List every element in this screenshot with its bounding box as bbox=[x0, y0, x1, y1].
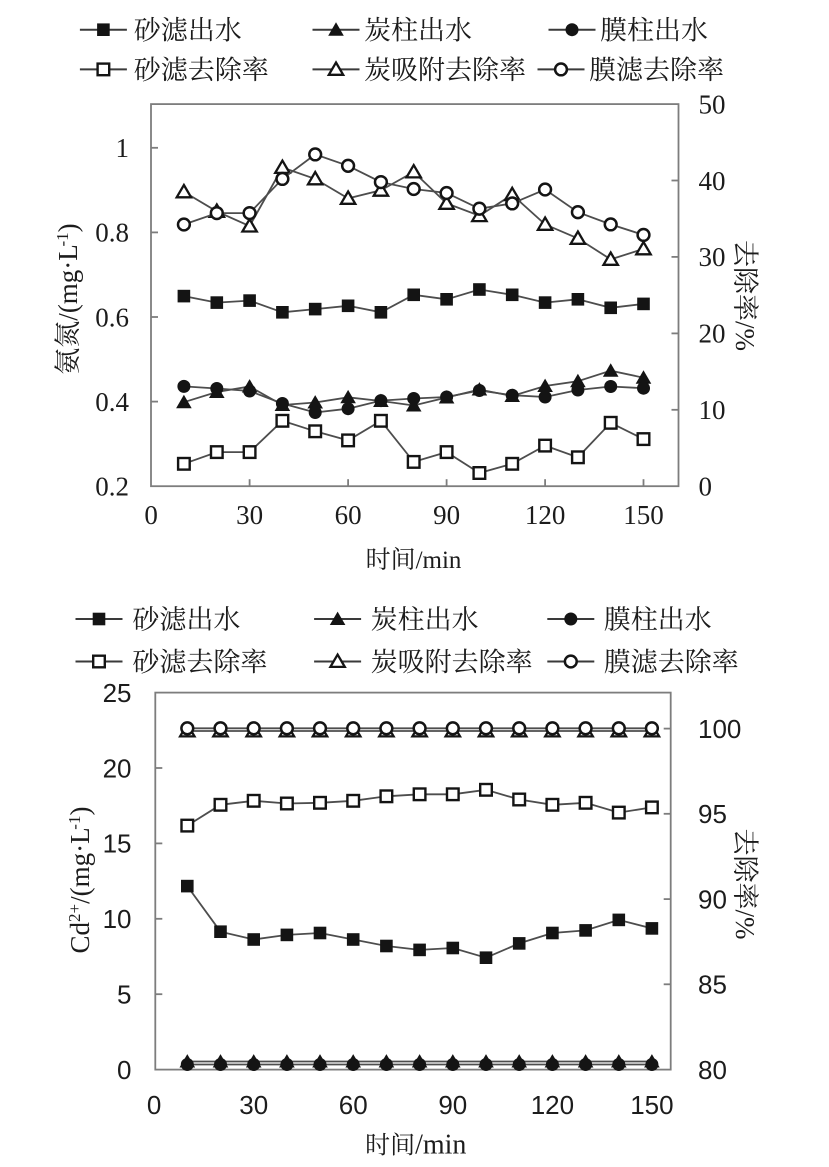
svg-text:30: 30 bbox=[239, 1090, 268, 1120]
svg-text:20: 20 bbox=[699, 319, 726, 349]
svg-text:90: 90 bbox=[698, 884, 727, 914]
svg-text:0.8: 0.8 bbox=[95, 218, 129, 248]
svg-text:95: 95 bbox=[698, 799, 727, 829]
svg-text:/(mg·L: /(mg·L bbox=[65, 827, 95, 903]
svg-text:50: 50 bbox=[699, 89, 726, 119]
svg-text:150: 150 bbox=[630, 1090, 673, 1120]
svg-text:0: 0 bbox=[699, 472, 713, 502]
svg-text:0.2: 0.2 bbox=[95, 472, 129, 502]
svg-text:-1: -1 bbox=[53, 232, 72, 246]
svg-text:0.6: 0.6 bbox=[95, 302, 129, 332]
svg-text:60: 60 bbox=[339, 1090, 368, 1120]
svg-text:60: 60 bbox=[335, 500, 362, 530]
svg-text:120: 120 bbox=[531, 1090, 574, 1120]
svg-text:15: 15 bbox=[103, 829, 132, 859]
svg-text:2+: 2+ bbox=[65, 904, 84, 922]
svg-text:40: 40 bbox=[699, 166, 726, 196]
svg-text:0.4: 0.4 bbox=[95, 387, 129, 417]
svg-text:25: 25 bbox=[103, 678, 132, 708]
svg-text:0: 0 bbox=[117, 1055, 131, 1085]
svg-text:5: 5 bbox=[117, 980, 131, 1010]
svg-text:/min: /min bbox=[415, 1130, 466, 1161]
svg-text:0: 0 bbox=[147, 1090, 161, 1120]
svg-text:120: 120 bbox=[525, 500, 566, 530]
svg-text:-1: -1 bbox=[65, 816, 84, 830]
svg-text:10: 10 bbox=[699, 395, 726, 425]
svg-text:90: 90 bbox=[433, 500, 460, 530]
svg-text:/min: /min bbox=[416, 547, 462, 574]
svg-text:85: 85 bbox=[698, 970, 727, 1000]
svg-text:): ) bbox=[65, 807, 95, 816]
svg-text:90: 90 bbox=[438, 1090, 467, 1120]
svg-text:0: 0 bbox=[144, 500, 158, 530]
svg-text:30: 30 bbox=[236, 500, 263, 530]
svg-text:/%: /% bbox=[730, 910, 760, 940]
svg-text:/%: /% bbox=[730, 321, 760, 351]
svg-text:Cd: Cd bbox=[65, 921, 95, 953]
svg-text:20: 20 bbox=[103, 753, 132, 783]
svg-text:10: 10 bbox=[103, 904, 132, 934]
svg-text:100: 100 bbox=[698, 714, 741, 744]
svg-text:1: 1 bbox=[116, 133, 130, 163]
svg-text:): ) bbox=[53, 223, 83, 232]
svg-text:/(mg·L: /(mg·L bbox=[53, 244, 83, 320]
svg-text:30: 30 bbox=[699, 242, 726, 272]
svg-text:150: 150 bbox=[623, 500, 664, 530]
svg-text:80: 80 bbox=[698, 1055, 727, 1085]
